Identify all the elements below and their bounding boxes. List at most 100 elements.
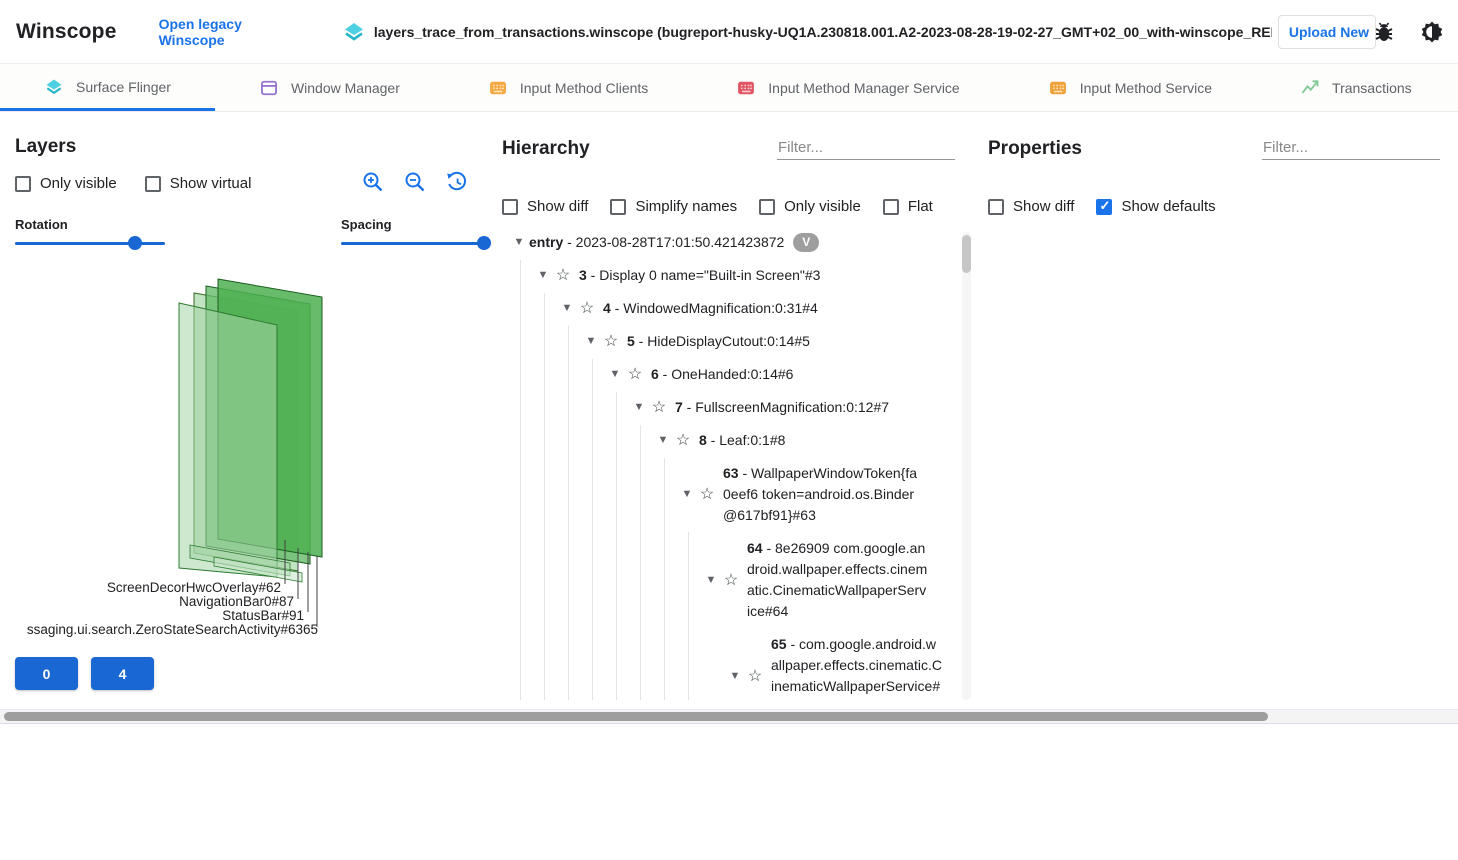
scene-label: NavigationBar0#87 bbox=[179, 594, 294, 609]
checkbox-box[interactable] bbox=[759, 198, 776, 215]
app-title: Winscope bbox=[16, 19, 117, 43]
checkbox-box[interactable] bbox=[144, 175, 161, 192]
tree-node[interactable]: ▼ ☆ 3 - Display 0 name="Built-in Screen"… bbox=[487, 265, 957, 286]
tree-node[interactable]: ▼ ☆ 63 - WallpaperWindowToken{fa0eef6 to… bbox=[487, 463, 957, 526]
checkbox-box[interactable] bbox=[1096, 198, 1113, 215]
checkbox-label: Simplify names bbox=[635, 198, 738, 215]
checkbox-label: Only visible bbox=[784, 198, 861, 215]
keyboard-icon bbox=[489, 81, 506, 95]
only-visible-checkbox[interactable]: Only visible bbox=[759, 198, 861, 215]
properties-options: Show diff Show defaults bbox=[988, 198, 1216, 215]
tab-label: Input Method Manager Service bbox=[768, 80, 960, 96]
tab-input-method-manager-service[interactable]: Input Method Manager Service bbox=[692, 65, 1003, 111]
show-diff-checkbox[interactable]: Show diff bbox=[502, 198, 588, 215]
show-defaults-checkbox[interactable]: Show defaults bbox=[1096, 198, 1216, 215]
restore-view-icon[interactable] bbox=[445, 170, 469, 194]
checkbox-box[interactable] bbox=[610, 198, 627, 215]
tree-node-entry[interactable]: ▼ entry - 2023-08-28T17:01:50.421423872 … bbox=[487, 232, 957, 253]
spacing-slider[interactable] bbox=[341, 236, 491, 250]
tab-surface-flinger[interactable]: Surface Flinger bbox=[0, 65, 215, 111]
expand-caret-icon[interactable]: ▼ bbox=[657, 434, 669, 446]
scene-label: ScreenDecorHwcOverlay#62 bbox=[107, 580, 281, 595]
v-chip: V bbox=[793, 233, 820, 252]
tab-input-method-clients[interactable]: Input Method Clients bbox=[444, 65, 692, 111]
rotation-label: Rotation bbox=[15, 217, 68, 232]
tab-transactions[interactable]: Transactions bbox=[1256, 65, 1456, 111]
checkbox-box[interactable] bbox=[988, 198, 1004, 215]
checkbox-label: Show defaults bbox=[1121, 198, 1216, 215]
expand-caret-icon[interactable]: ▼ bbox=[513, 236, 525, 248]
dark-mode-icon[interactable] bbox=[1420, 20, 1444, 44]
expand-caret-icon[interactable]: ▼ bbox=[537, 269, 549, 281]
tree-node[interactable]: ▼ ☆ 5 - HideDisplayCutout:0:14#5 bbox=[487, 331, 957, 352]
tab-label: Transactions bbox=[1332, 80, 1412, 96]
show-virtual-checkbox[interactable]: Show virtual bbox=[144, 175, 252, 192]
star-icon[interactable]: ☆ bbox=[603, 333, 619, 350]
simplify-names-checkbox[interactable]: Simplify names bbox=[610, 198, 737, 215]
scrollbar-thumb[interactable] bbox=[962, 235, 971, 273]
zoom-out-icon[interactable] bbox=[403, 170, 427, 194]
loaded-file: layers_trace_from_transactions.winscope … bbox=[342, 20, 1272, 44]
layers-3d-scene[interactable]: ScreenDecorHwcOverlay#62 NavigationBar0#… bbox=[0, 245, 487, 655]
star-icon[interactable]: ☆ bbox=[723, 571, 739, 589]
star-icon[interactable]: ☆ bbox=[699, 486, 715, 503]
spacing-slider-group: Spacing bbox=[341, 217, 491, 250]
expand-caret-icon[interactable]: ▼ bbox=[681, 488, 693, 500]
tree-node[interactable]: ▼ ☆ 7 - FullscreenMagnification:0:12#7 bbox=[487, 397, 957, 418]
star-icon[interactable]: ☆ bbox=[555, 267, 571, 284]
properties-filter-input[interactable] bbox=[1262, 136, 1440, 160]
tree-node[interactable]: ▼ ☆ 6 - OneHanded:0:14#6 bbox=[487, 364, 957, 385]
checkbox-box[interactable] bbox=[882, 198, 899, 215]
expand-caret-icon[interactable]: ▼ bbox=[705, 573, 717, 586]
keyboard-icon bbox=[738, 81, 755, 95]
layer-button-0[interactable]: 0 bbox=[15, 657, 78, 690]
checkbox-box[interactable] bbox=[15, 175, 31, 192]
expand-caret-icon[interactable]: ▼ bbox=[729, 669, 741, 682]
properties-panel: Properties Show diff Show defaults bbox=[973, 112, 1458, 710]
checkbox-label: Show virtual bbox=[169, 175, 252, 192]
upload-new-button[interactable]: Upload New bbox=[1277, 14, 1376, 49]
layers-icon bbox=[344, 22, 363, 41]
checkbox-box[interactable] bbox=[502, 198, 518, 215]
star-icon[interactable]: ☆ bbox=[579, 300, 595, 317]
scene-label: ssaging.ui.search.ZeroStateSearchActivit… bbox=[27, 622, 318, 637]
expand-caret-icon[interactable]: ▼ bbox=[585, 335, 597, 347]
scrollbar-thumb[interactable] bbox=[4, 712, 1268, 721]
slider-track[interactable] bbox=[15, 242, 165, 245]
star-icon[interactable]: ☆ bbox=[675, 432, 691, 449]
show-diff-checkbox[interactable]: Show diff bbox=[988, 198, 1074, 215]
star-icon[interactable]: ☆ bbox=[627, 366, 643, 383]
slider-thumb[interactable] bbox=[477, 236, 491, 250]
only-visible-checkbox[interactable]: Only visible bbox=[15, 175, 117, 192]
tree-node[interactable]: ▼ ☆ 8 - Leaf:0:1#8 bbox=[487, 430, 957, 451]
expand-caret-icon[interactable]: ▼ bbox=[609, 368, 621, 380]
hierarchy-filter-input[interactable] bbox=[777, 136, 955, 160]
tab-window-manager[interactable]: Window Manager bbox=[215, 65, 444, 111]
star-icon[interactable]: ☆ bbox=[651, 399, 667, 416]
zoom-in-icon[interactable] bbox=[361, 170, 385, 194]
bug-report-icon[interactable] bbox=[1372, 20, 1396, 44]
timeline-panel: ‹ › ▼ bbox=[0, 723, 1458, 860]
expand-caret-icon[interactable]: ▼ bbox=[561, 302, 573, 314]
expand-caret-icon[interactable]: ▼ bbox=[633, 401, 645, 413]
rotation-slider[interactable] bbox=[15, 236, 165, 250]
star-icon[interactable]: ☆ bbox=[747, 667, 763, 685]
layer-button-4[interactable]: 4 bbox=[91, 657, 154, 690]
properties-title: Properties bbox=[988, 138, 1082, 159]
slider-thumb[interactable] bbox=[128, 236, 142, 250]
tree-node[interactable]: ▼ ☆ 65 - com.google.android.wallpaper.ef… bbox=[487, 634, 957, 700]
tab-input-method-service[interactable]: Input Method Service bbox=[1004, 65, 1256, 111]
tab-label: Surface Flinger bbox=[76, 78, 171, 95]
flat-checkbox[interactable]: Flat bbox=[882, 198, 933, 215]
open-legacy-link[interactable]: Open legacy Winscope bbox=[158, 15, 242, 48]
checkbox-label: Show diff bbox=[1013, 198, 1075, 215]
hierarchy-options: Show diff Simplify names Only visible Fl… bbox=[502, 198, 933, 215]
slider-track[interactable] bbox=[341, 242, 491, 245]
tree-node[interactable]: ▼ ☆ 4 - WindowedMagnification:0:31#4 bbox=[487, 298, 957, 319]
main-horizontal-scrollbar[interactable] bbox=[0, 709, 1458, 723]
layer-id-buttons: 0 4 bbox=[15, 657, 154, 690]
layers-title: Layers bbox=[15, 136, 77, 157]
hierarchy-scrollbar[interactable] bbox=[962, 232, 971, 700]
tree-node[interactable]: ▼ ☆ 64 - 8e26909 com.google.android.wall… bbox=[487, 538, 957, 622]
